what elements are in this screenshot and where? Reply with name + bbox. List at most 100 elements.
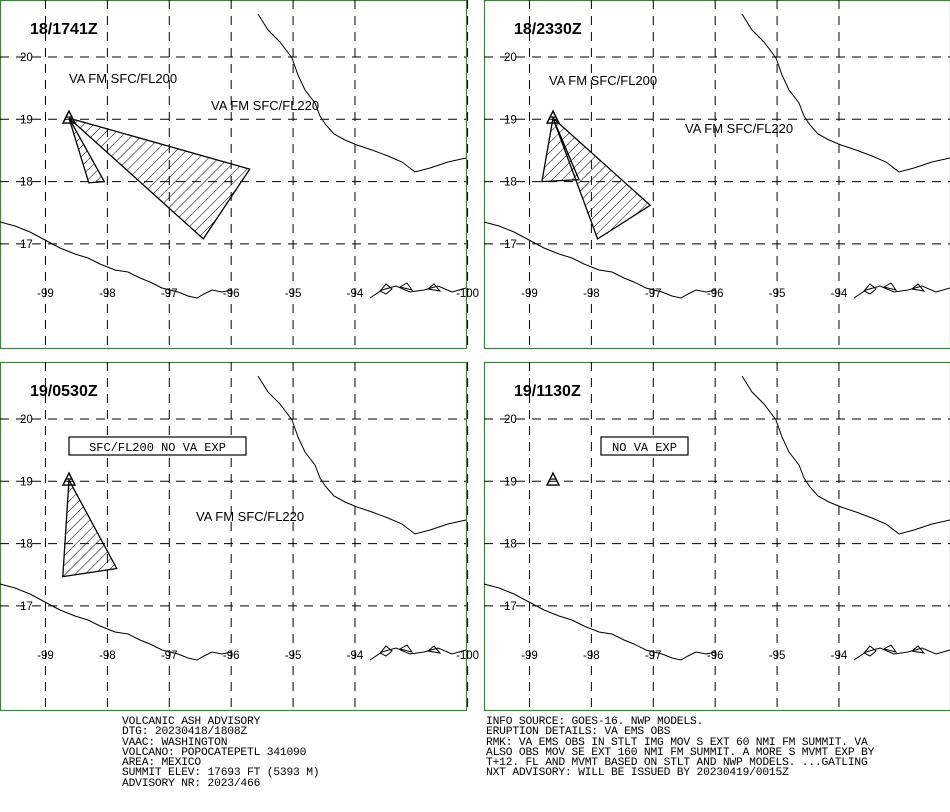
panel-time-label: 18/2330Z (514, 21, 582, 38)
advisory-remarks-line: T+12. FL AND MVMT BASED ON STLT AND NWP … (486, 757, 868, 770)
advisory-area: AREA: MEXICO (122, 757, 201, 770)
latitude-label: 17 (504, 601, 517, 613)
longitude-label: -100 (456, 650, 479, 662)
longitude-label: -94 (347, 288, 364, 300)
map-panel: 20 19 18 17 -100 -99 -98 -97 -96 -95 -94 18/2330Z VA… (456, 0, 950, 350)
island-outline (426, 645, 442, 654)
longitude-label: -99 (521, 650, 538, 662)
longitude-label: -94 (831, 288, 848, 300)
longitude-label: -95 (285, 650, 302, 662)
longitude-label: -98 (99, 650, 116, 662)
coastline (483, 221, 717, 299)
longitude-label: -96 (707, 650, 724, 662)
advisory-dtg: DTG: 20230418/1808Z (122, 726, 248, 739)
advisory-header-text: VOLCANIC ASH ADVISORY DTG: 20230418/1808… (122, 716, 320, 790)
advisory-remarks-line: ALSO OBS MOV SE EXT 160 NMI FM SUMMIT. A… (486, 746, 875, 759)
flight-level-label: VA FM SFC/FL220 (685, 121, 793, 136)
latitude-label: 20 (20, 414, 33, 426)
longitude-label: -95 (769, 650, 786, 662)
coastline (853, 285, 950, 299)
latitude-label: 17 (20, 601, 33, 613)
ash-cloud-polygon (62, 477, 118, 578)
no-ash-expected-label: SFC/FL200 NO VA EXP (89, 441, 226, 455)
island-outline (882, 644, 898, 653)
no-ash-expected-box (600, 436, 689, 456)
longitude-label: -97 (645, 288, 662, 300)
island-outline (379, 645, 393, 657)
latitude-label: 19 (20, 114, 33, 126)
advisory-remarks-line: RMK: VA EMS OBS IN STLT IMG MOV S EXT 60… (486, 736, 868, 749)
island-outline (910, 645, 926, 654)
longitude-label: -97 (645, 650, 662, 662)
coastline (483, 583, 717, 661)
coastline (257, 13, 467, 173)
advisory-vaac: VAAC: WASHINGTON (122, 736, 228, 749)
latitude-label: 20 (20, 52, 33, 64)
longitude-label: -98 (99, 288, 116, 300)
longitude-label: -94 (347, 650, 364, 662)
latitude-label: 19 (504, 476, 517, 488)
map-panel: 20191817-100-99-98-97-96-95-9419/0530ZVA… (0, 361, 468, 712)
flight-level-label: VA FM SFC/FL220 (196, 509, 304, 524)
longitude-label: -96 (223, 650, 240, 662)
longitude-label: -99 (37, 650, 54, 662)
latitude-label: 20 (504, 52, 517, 64)
longitude-label: -95 (285, 288, 302, 300)
flight-level-label: VA FM SFC/FL200 (69, 71, 177, 86)
island-outline (379, 283, 393, 295)
advisory-next-advisory: NXT ADVISORY: WILL BE ISSUED BY 20230419… (486, 767, 789, 780)
coastline (741, 375, 950, 535)
panel-time-label: 19/0530Z (30, 383, 98, 400)
panel-time-label: 19/1130Z (514, 383, 581, 400)
coastline (369, 647, 467, 661)
island-outline (863, 283, 877, 295)
latitude-label: 19 (504, 114, 517, 126)
island-outline (863, 645, 877, 657)
flight-level-label: VA FM SFC/FL220 (211, 98, 319, 113)
longitude-label: -94 (831, 650, 848, 662)
coastline (0, 221, 233, 299)
no-ash-expected-box (68, 436, 247, 456)
ash-cloud-polygon (68, 117, 106, 184)
advisory-volcano: VOLCANO: POPOCATEPETL 341090 (122, 746, 307, 759)
latitude-label: 17 (20, 239, 33, 251)
advisory-info-source: INFO SOURCE: GOES-16. NWP MODELS. (486, 716, 704, 728)
no-ash-expected-label: NO VA EXP (612, 441, 677, 455)
latitude-label: 18 (504, 539, 517, 551)
coastline (369, 285, 467, 299)
coastline (257, 375, 467, 535)
coastline (853, 647, 950, 661)
longitude-label: -97 (161, 288, 178, 300)
latitude-label: 17 (504, 239, 517, 251)
longitude-label: -98 (583, 288, 600, 300)
longitude-label: -99 (37, 288, 54, 300)
map-panel: 20 19 18 17 -100 -99 -98 -97 -96 -95 -94 19/1130Z NO… (456, 361, 950, 712)
coastline (741, 13, 950, 173)
latitude-label: 18 (20, 177, 33, 189)
advisory-summit-elev: SUMMIT ELEV: 17693 FT (5393 M) (122, 767, 320, 780)
latitude-label: 18 (504, 177, 517, 189)
map-panel: 20191817-100-99-98-97-96-95-9418/1741ZVA… (0, 0, 468, 350)
longitude-label: -98 (583, 650, 600, 662)
island-outline (398, 644, 414, 653)
advisory-remarks-text: INFO SOURCE: GOES-16. NWP MODELS. ERUPTI… (486, 716, 875, 780)
longitude-label: -96 (223, 288, 240, 300)
longitude-label: -95 (769, 288, 786, 300)
flight-level-label: VA FM SFC/FL200 (549, 73, 657, 88)
island-outline (910, 283, 926, 292)
ash-cloud-polygon (552, 117, 652, 240)
panel-time-label: 18/1741Z (30, 21, 98, 38)
longitude-label: -100 (456, 288, 479, 300)
advisory-number: ADVISORY NR: 2023/466 (122, 777, 261, 790)
advisory-eruption-details: ERUPTION DETAILS: VA EMS OBS (486, 726, 671, 739)
longitude-label: -96 (707, 288, 724, 300)
longitude-label: -99 (521, 288, 538, 300)
latitude-label: 20 (504, 414, 517, 426)
island-outline (398, 282, 414, 291)
advisory-title: VOLCANIC ASH ADVISORY (122, 716, 261, 728)
coastline (0, 583, 233, 661)
latitude-label: 18 (20, 539, 33, 551)
island-outline (882, 282, 898, 291)
panel-frame (483, 361, 950, 712)
